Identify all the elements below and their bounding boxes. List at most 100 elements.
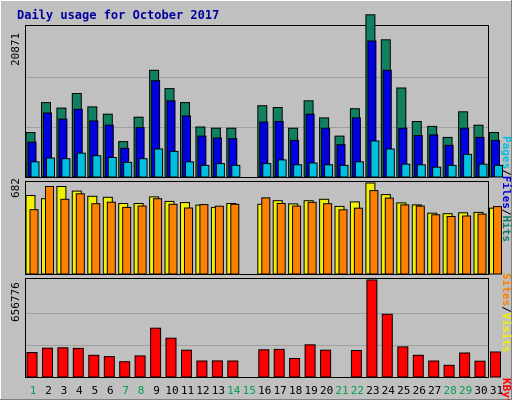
sites-bar-day-14 (230, 203, 240, 275)
legend-pages: Pages (500, 136, 512, 169)
legend-separator: / (500, 209, 512, 216)
sites-bar-day-18 (292, 205, 302, 275)
legend-kbytes: KBytes (500, 378, 512, 400)
day-label-17: 17 (274, 384, 287, 397)
bottom-panel-max-label: 656776 (9, 282, 22, 322)
sites-bar-day-5 (91, 203, 101, 275)
kbytes-bar-day-17 (273, 348, 285, 378)
pages-bar-day-30 (478, 163, 488, 178)
pages-bar-day-21 (339, 164, 349, 178)
day-label-10: 10 (165, 384, 178, 397)
kbytes-bar-day-31 (490, 351, 501, 378)
pages-bar-day-4 (76, 152, 86, 178)
pages-bar-day-12 (200, 164, 210, 178)
pages-bar-day-14 (231, 164, 241, 178)
pages-bar-day-19 (308, 162, 318, 178)
sites-bar-day-25 (400, 204, 410, 275)
sites-bar-day-24 (384, 197, 394, 275)
day-label-5: 5 (91, 384, 98, 397)
kbytes-bar-day-10 (165, 337, 177, 378)
visits-sites-panel (25, 181, 489, 275)
day-label-9: 9 (153, 384, 160, 397)
kbytes-bar-day-20 (320, 349, 332, 378)
legend-sites: Sites (500, 273, 512, 306)
sites-bar-day-8 (137, 205, 147, 275)
kbytes-bar-day-6 (103, 356, 115, 378)
pages-bar-day-5 (92, 155, 102, 178)
kbytes-bar-day-1 (26, 352, 38, 378)
pages-bar-day-18 (293, 164, 303, 178)
day-label-2: 2 (45, 384, 52, 397)
kbytes-bar-day-28 (443, 364, 455, 378)
sites-bar-day-26 (415, 205, 425, 275)
kbytes-bar-day-25 (397, 346, 409, 378)
kbytes-bar-day-2 (42, 347, 53, 378)
pages-bar-day-29 (463, 153, 473, 178)
kbytes-bar-day-8 (134, 355, 146, 378)
kbytes-bar-day-4 (72, 347, 84, 378)
kbytes-bar-day-3 (57, 347, 69, 378)
pages-bar-day-17 (277, 159, 287, 178)
day-label-27: 27 (428, 384, 441, 397)
pages-bar-day-28 (447, 164, 457, 178)
day-label-30: 30 (474, 384, 487, 397)
pages-bar-day-8 (138, 158, 148, 178)
sites-bar-day-13 (214, 205, 224, 275)
sites-bar-day-4 (75, 193, 85, 275)
mid-panel-max-label: 682 (9, 178, 22, 198)
day-label-31: 31 (490, 384, 503, 397)
pages-bar-day-7 (123, 161, 133, 178)
legend-files: Files (500, 176, 512, 209)
kbytes-bar-day-27 (428, 360, 440, 378)
day-label-6: 6 (107, 384, 114, 397)
sites-bar-day-19 (307, 201, 317, 275)
day-label-23: 23 (366, 384, 379, 397)
sites-bar-day-10 (168, 203, 178, 275)
pages-bar-day-23 (370, 140, 380, 178)
mid-panel-legend: Sites/Visits (500, 273, 512, 353)
day-label-12: 12 (196, 384, 209, 397)
pages-bar-day-6 (107, 157, 117, 178)
sites-bar-day-27 (431, 214, 441, 275)
kbytes-bar-day-18 (289, 358, 301, 378)
pages-bar-day-27 (432, 166, 442, 178)
pages-bar-day-22 (354, 161, 364, 178)
day-label-8: 8 (138, 384, 145, 397)
kbytes-bar-day-9 (150, 327, 162, 378)
pages-bar-day-25 (401, 163, 411, 178)
sites-bar-day-21 (338, 209, 348, 275)
day-label-13: 13 (212, 384, 225, 397)
pages-bar-day-10 (169, 150, 179, 178)
day-label-26: 26 (413, 384, 426, 397)
legend-hits: Hits (500, 216, 512, 243)
sites-bar-day-29 (462, 215, 472, 275)
sites-bar-day-30 (477, 213, 487, 275)
sites-bar-day-3 (60, 198, 70, 275)
x-axis-day-labels: 1 2 3 4 5 6 7 8 9 10 11 12 13 14 15 16 17 18 19 20 21 22 23 24 2… (30, 384, 503, 397)
kbytes-bar-day-5 (88, 354, 100, 378)
kbytes-bar-day-29 (459, 352, 471, 378)
day-label-29: 29 (459, 384, 472, 397)
sites-bar-day-28 (446, 216, 456, 275)
sites-bar-day-22 (353, 207, 363, 275)
kbytes-bar-day-16 (258, 349, 270, 378)
sites-bar-day-2 (45, 186, 54, 275)
sites-bar-day-23 (369, 190, 379, 275)
sites-bar-day-11 (184, 207, 193, 275)
kbytes-bar-day-30 (474, 360, 486, 378)
pages-bar-day-1 (30, 161, 40, 178)
day-label-24: 24 (382, 384, 396, 397)
kbytes-bar-day-26 (412, 354, 424, 378)
day-label-20: 20 (320, 384, 333, 397)
sites-bar-day-7 (122, 206, 132, 275)
sites-bar-day-12 (199, 204, 209, 275)
day-label-18: 18 (289, 384, 302, 397)
day-label-25: 25 (397, 384, 410, 397)
hits-files-pages-panel (25, 25, 489, 178)
top-panel-max-label: 20871 (9, 33, 22, 66)
kbytes-bar-day-24 (381, 313, 393, 378)
kbytes-bar-day-7 (119, 361, 131, 378)
day-label-19: 19 (304, 384, 317, 397)
pages-bar-day-9 (154, 148, 164, 178)
pages-bar-day-24 (385, 148, 395, 178)
